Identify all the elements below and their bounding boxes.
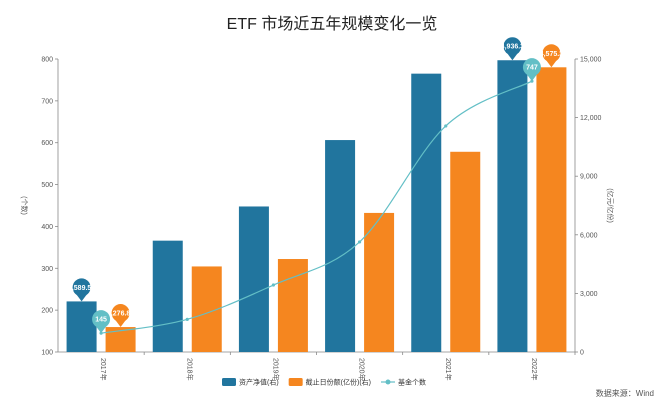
left-tick-label: 300 [41,266,53,273]
left-tick-label: 400 [41,224,53,231]
bar [66,301,97,352]
left-tick-label: 200 [41,308,53,315]
left-tick-label: 100 [41,350,53,357]
pin-marker [542,44,561,63]
legend-label: 截止日份额(亿份)(右) [306,378,371,387]
pin-marker [111,304,130,323]
legend-label: 资产净值(右) [239,378,279,387]
legend-label: 基金个数 [398,378,426,387]
pin-marker [503,37,522,56]
pin-marker [522,58,541,77]
line-point [444,124,448,128]
chart-title: ETF 市场近五年规模变化一览 [226,16,438,33]
right-tick-label: 12,000 [580,115,602,122]
right-tick-label: 3,000 [580,291,598,298]
left-tick-label: 700 [41,98,53,105]
pin-marker [92,310,111,329]
x-tick-label: 2020年 [358,358,367,381]
pin-marker [72,278,91,297]
data-label: 2,589.58 [68,285,95,292]
left-tick-label: 600 [41,140,53,147]
bar [238,206,269,352]
data-label: 1,276.87 [107,311,134,318]
x-tick-label: 2019年 [271,358,280,381]
bar [450,151,481,352]
left-tick-label: 500 [41,182,53,189]
data-label: 14,936.38 [497,44,528,51]
left-tick-label: 800 [41,57,53,64]
bar [152,240,183,352]
right-tick-label: 6,000 [580,232,598,239]
x-tick-label: 2017年 [99,358,108,381]
right-tick-label: 0 [580,350,584,357]
line-point [530,79,534,83]
bar [325,140,356,352]
x-tick-label: 2018年 [185,358,194,381]
data-label: 747 [526,65,538,72]
bar [364,212,395,352]
legend-swatch-dot [385,379,391,385]
legend-swatch [222,378,236,386]
line-point [357,240,362,244]
bar [277,259,308,352]
x-tick-label: 2021年 [444,358,453,381]
bar [497,60,528,353]
legend-swatch [288,378,303,386]
right-tick-label: 9,000 [580,174,598,181]
bar [411,73,442,353]
line-point [271,283,276,287]
right-axis-label: (亿元/亿份) [606,188,615,223]
line-point [185,317,189,321]
x-tick-label: 2022年 [530,358,539,381]
data-label: 14,575.38 [536,51,567,58]
data-label: 145 [95,317,107,324]
bar [536,67,567,352]
left-axis-label: (个数) [20,196,29,215]
series-line-fund-count [100,80,533,334]
right-tick-label: 15,000 [580,57,602,64]
data-source: 数据来源：Wind [595,389,654,398]
